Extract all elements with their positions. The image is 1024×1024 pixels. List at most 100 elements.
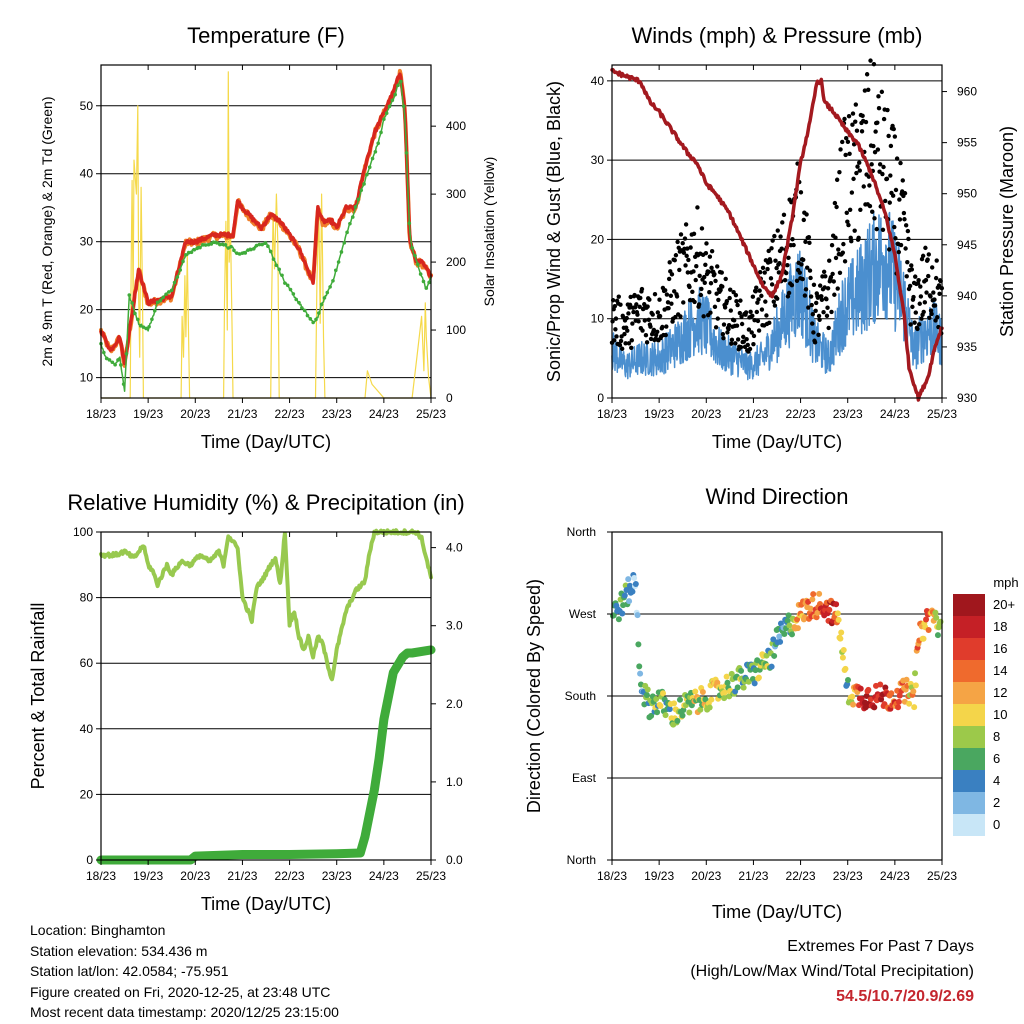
- dewpoint-point: [220, 242, 225, 247]
- dewpoint-point: [212, 240, 216, 245]
- dewpoint-point: [161, 295, 166, 300]
- gust-point: [915, 326, 920, 332]
- gust-point: [713, 325, 719, 330]
- gust-point: [619, 346, 625, 351]
- gust-point: [766, 248, 771, 254]
- gust-point: [837, 270, 843, 276]
- direction-point: [809, 596, 816, 603]
- dewpoint-point: [333, 268, 338, 273]
- legend-swatch: [953, 682, 985, 704]
- gust-point: [806, 234, 812, 240]
- direction-point: [903, 676, 910, 683]
- gust-point: [685, 270, 691, 275]
- dewpoint-point: [331, 279, 335, 283]
- dewpoint-point: [110, 360, 115, 365]
- gust-point: [759, 307, 765, 312]
- gust-point: [723, 276, 728, 282]
- gust-point: [726, 322, 732, 328]
- gust-point: [706, 269, 711, 275]
- dewpoint-point: [342, 241, 347, 245]
- gust-point: [804, 212, 809, 217]
- dewpoint-point: [135, 317, 140, 322]
- direction-point: [813, 614, 820, 621]
- dewpoint-point: [294, 297, 298, 302]
- direction-point: [708, 696, 715, 703]
- gust-point: [729, 341, 734, 346]
- legend-swatch: [953, 638, 985, 660]
- gust-point: [735, 302, 740, 308]
- gust-point: [821, 309, 826, 315]
- gust-point: [772, 233, 777, 239]
- y-tick-label: North: [567, 525, 596, 539]
- gust-point: [918, 294, 924, 299]
- gust-point: [638, 295, 643, 301]
- chart-title: Winds (mph) & Pressure (mb): [632, 23, 923, 48]
- legend-swatch: [953, 616, 985, 638]
- direction-point: [895, 704, 902, 711]
- dewpoint-point: [133, 311, 137, 316]
- y-tick-label: 40: [80, 167, 94, 181]
- gust-point: [931, 290, 936, 295]
- x-tick-label: 18/23: [597, 869, 627, 883]
- gust-point: [754, 285, 759, 290]
- dewpoint-point: [181, 259, 185, 264]
- gust-point: [834, 177, 840, 182]
- gust-point: [617, 342, 623, 348]
- gust-point: [741, 339, 747, 344]
- gust-point: [817, 283, 823, 288]
- gust-point: [801, 217, 806, 223]
- gust-point: [825, 286, 831, 291]
- gust-point: [768, 259, 773, 264]
- direction-point: [615, 616, 622, 623]
- dewpoint-point: [141, 325, 146, 329]
- gust-point: [871, 143, 876, 149]
- dewpoint-point: [401, 104, 406, 108]
- direction-point: [653, 696, 660, 703]
- gust-point: [612, 303, 618, 309]
- gust-point: [644, 340, 650, 345]
- legend-label: 18: [993, 619, 1007, 634]
- gust-point: [750, 294, 756, 299]
- y-right-tick-label: 3.0: [446, 619, 463, 633]
- direction-point: [894, 687, 901, 694]
- gust-point: [816, 313, 822, 319]
- gust-point: [819, 297, 825, 302]
- y-tick-label: 20: [591, 232, 605, 246]
- dewpoint-point: [155, 300, 160, 305]
- x-tick-label: 23/23: [322, 869, 352, 883]
- dewpoint-point: [387, 104, 392, 109]
- gust-point: [797, 270, 803, 275]
- gust-point: [703, 250, 709, 256]
- gust-point: [756, 297, 761, 302]
- gust-point: [803, 239, 808, 245]
- gust-point: [854, 170, 859, 176]
- gust-point: [613, 327, 618, 332]
- gust-point: [614, 334, 619, 339]
- gust-point: [734, 323, 740, 328]
- dewpoint-point: [328, 285, 332, 289]
- gust-point: [841, 241, 846, 247]
- gust-point: [906, 236, 911, 242]
- gust-point: [872, 149, 878, 155]
- gust-point: [784, 270, 789, 276]
- dewpoint-point: [152, 308, 157, 313]
- gust-point: [655, 310, 661, 315]
- gust-point: [682, 236, 688, 241]
- gust-point: [830, 271, 835, 277]
- gust-point: [765, 266, 770, 272]
- gust-point: [635, 312, 640, 317]
- gust-point: [936, 283, 942, 288]
- direction-point: [697, 706, 704, 713]
- gust-point: [790, 237, 795, 242]
- dewpoint-point: [260, 242, 265, 247]
- precip-line: [96, 645, 436, 865]
- gust-point: [698, 292, 704, 298]
- gust-point: [922, 300, 928, 305]
- direction-point: [826, 606, 833, 613]
- y-tick-label: 50: [80, 99, 94, 113]
- gust-point: [648, 324, 653, 329]
- gust-point: [681, 300, 686, 305]
- dewpoint-point: [339, 250, 344, 254]
- dewpoint-point: [393, 92, 397, 97]
- gust-point: [928, 308, 934, 313]
